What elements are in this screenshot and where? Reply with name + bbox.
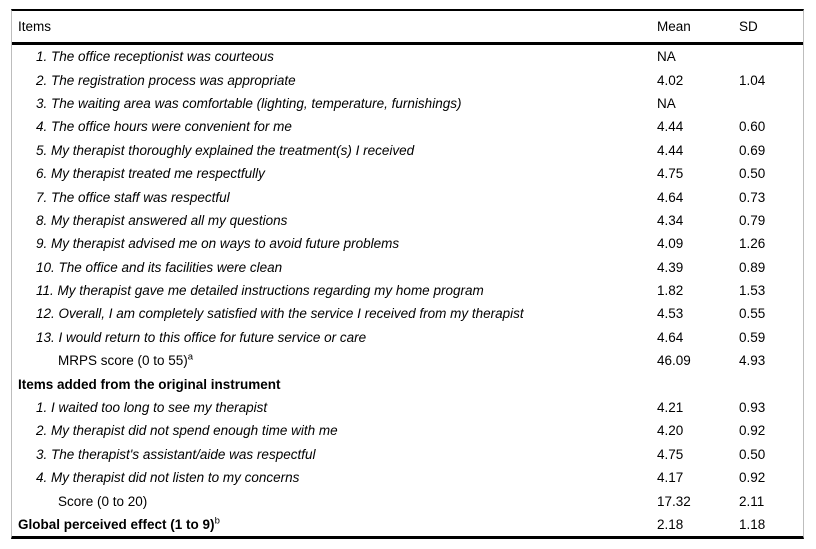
item-label: Global perceived effect (1 to 9)b [18, 517, 220, 532]
mean-value: 4.39 [657, 259, 684, 275]
sd-value: 0.50 [739, 446, 766, 462]
item-label: Score (0 to 20) [58, 493, 148, 509]
satisfaction-results-table: Items Mean SD 1. The office receptionist… [11, 9, 804, 540]
table-row: 2. The registration process was appropri… [12, 68, 803, 91]
table-header-row: Items Mean SD [12, 11, 803, 45]
table-row: 7. The office staff was respectful 4.64 0.… [12, 185, 803, 208]
mean-value: 4.02 [657, 72, 684, 88]
sd-value: 0.92 [739, 423, 766, 439]
mean-value: 46.09 [657, 353, 691, 369]
sd-value: 0.93 [739, 400, 766, 416]
sd-value: 0.92 [739, 470, 766, 486]
item-label: 1. I waited too long to see my therapist [36, 400, 268, 416]
item-label: 9. My therapist advised me on ways to av… [36, 236, 400, 252]
table-body: 1. The office receptionist was courteous… [12, 45, 803, 536]
table-row: 11. My therapist gave me detailed instru… [12, 279, 803, 302]
item-label: 11. My therapist gave me detailed instru… [36, 283, 484, 299]
sd-value: 1.26 [739, 236, 766, 252]
sd-value: 0.60 [739, 119, 766, 135]
table-row: 10. The office and its facilities were c… [12, 256, 803, 279]
table-row: 4. My therapist did not listen to my con… [12, 466, 803, 489]
sd-value: 1.18 [739, 517, 766, 532]
mean-value: NA [657, 49, 676, 65]
mean-value: 4.20 [657, 423, 684, 439]
mean-value: 4.44 [657, 142, 684, 158]
table-row: MRPS score (0 to 55)a 46.09 4.93 [12, 349, 803, 372]
table-row: Score (0 to 20) 17.32 2.11 [12, 489, 803, 512]
sd-value: 2.11 [739, 493, 765, 509]
table-row: 2. My therapist did not spend enough tim… [12, 419, 803, 442]
sd-value: 0.50 [739, 166, 766, 182]
mean-value: 2.18 [657, 517, 684, 532]
mean-value: 4.21 [657, 400, 684, 416]
column-header-mean: Mean [657, 19, 691, 34]
sd-value: 0.79 [739, 212, 766, 228]
item-label: 4. My therapist did not listen to my con… [36, 470, 300, 486]
mean-value: 4.64 [657, 189, 684, 205]
item-label: 3. The therapist's assistant/aide was re… [36, 446, 316, 462]
table-row: 3. The waiting area was comfortable (lig… [12, 92, 803, 115]
mean-value: 4.53 [657, 306, 684, 322]
item-label: 10. The office and its facilities were c… [36, 259, 283, 275]
item-label: 12. Overall, I am completely satisfied w… [36, 306, 524, 322]
table-row: 9. My therapist advised me on ways to av… [12, 232, 803, 255]
footnote-marker: a [187, 353, 194, 363]
item-label: Items added from the original instrument [18, 376, 281, 392]
item-label: 4. The office hours were convenient for … [36, 119, 292, 135]
table-row: 3. The therapist's assistant/aide was re… [12, 443, 803, 466]
sd-value: 1.04 [739, 72, 766, 88]
table-row: 6. My therapist treated me respectfully 4… [12, 162, 803, 185]
item-label: 3. The waiting area was comfortable (lig… [36, 95, 462, 111]
table-row: 5. My therapist thoroughly explained the… [12, 139, 803, 162]
mean-value: 4.44 [657, 119, 684, 135]
item-label: MRPS score (0 to 55)a [58, 353, 194, 369]
mean-value: 4.75 [657, 446, 684, 462]
table-row: 12. Overall, I am completely satisfied w… [12, 302, 803, 325]
sd-value: 0.69 [739, 142, 766, 158]
mean-value: 4.64 [657, 329, 684, 345]
footnote-marker: b [214, 517, 220, 527]
item-label: 5. My therapist thoroughly explained the… [36, 142, 415, 158]
mean-value: 1.82 [657, 283, 684, 299]
table-row: Global perceived effect (1 to 9)b 2.18 1.1… [12, 513, 803, 536]
sd-value: 0.73 [739, 189, 766, 205]
table-row: 8. My therapist answered all my question… [12, 209, 803, 232]
mean-value: 4.09 [657, 236, 684, 252]
table-row: 1. I waited too long to see my therapist… [12, 396, 803, 419]
sd-value: 1.53 [739, 283, 766, 299]
item-label: 6. My therapist treated me respectfully [36, 166, 265, 182]
item-label: 13. I would return to this office for fu… [36, 329, 367, 345]
mean-value: NA [657, 95, 676, 111]
table-row: 13. I would return to this office for fu… [12, 326, 803, 349]
column-header-sd: SD [739, 19, 758, 34]
sd-value: 0.89 [739, 259, 766, 275]
item-label: 2. The registration process was appropri… [36, 72, 296, 88]
table-row: Items added from the original instrument [12, 372, 803, 395]
item-label: 7. The office staff was respectful [36, 189, 230, 205]
sd-value: 0.55 [739, 306, 766, 322]
item-label: 1. The office receptionist was courteous [36, 49, 274, 65]
mean-value: 4.34 [657, 212, 684, 228]
sd-value: 4.93 [739, 353, 766, 369]
table-row: 4. The office hours were convenient for … [12, 115, 803, 138]
mean-value: 4.17 [657, 470, 684, 486]
item-label: 8. My therapist answered all my question… [36, 212, 288, 228]
item-label: 2. My therapist did not spend enough tim… [36, 423, 338, 439]
mean-value: 4.75 [657, 166, 684, 182]
column-header-items: Items [18, 19, 52, 34]
sd-value: 0.59 [739, 329, 766, 345]
table-row: 1. The office receptionist was courteous… [12, 45, 803, 68]
mean-value: 17.32 [657, 493, 691, 509]
